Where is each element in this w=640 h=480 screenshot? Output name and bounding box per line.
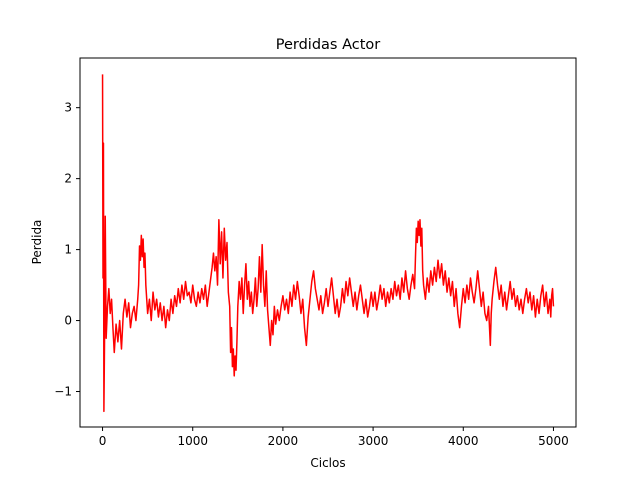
- x-axis-ticks: 0 1000 2000 3000 4000 5000: [99, 427, 569, 448]
- y-tick-label: 2: [64, 172, 72, 186]
- x-axis-label: Ciclos: [310, 456, 345, 470]
- y-tick-label: 1: [64, 243, 72, 257]
- x-tick-label: 1000: [177, 434, 208, 448]
- y-tick-label: −1: [54, 385, 72, 399]
- x-tick-label: 2000: [268, 434, 299, 448]
- y-tick-label: 0: [64, 314, 72, 328]
- plot-area: [80, 58, 576, 427]
- y-tick-label: 3: [64, 101, 72, 115]
- x-tick-label: 5000: [538, 434, 569, 448]
- y-axis-label: Perdida: [30, 220, 44, 265]
- x-tick-label: 4000: [448, 434, 479, 448]
- chart-title: Perdidas Actor: [276, 37, 381, 53]
- series-line: [101, 74, 555, 413]
- x-tick-label: 3000: [358, 434, 389, 448]
- y-axis-ticks: −1 0 1 2 3: [54, 101, 80, 399]
- series-layer: [101, 74, 555, 413]
- x-tick-label: 0: [99, 434, 107, 448]
- plot-frame: [79, 57, 577, 428]
